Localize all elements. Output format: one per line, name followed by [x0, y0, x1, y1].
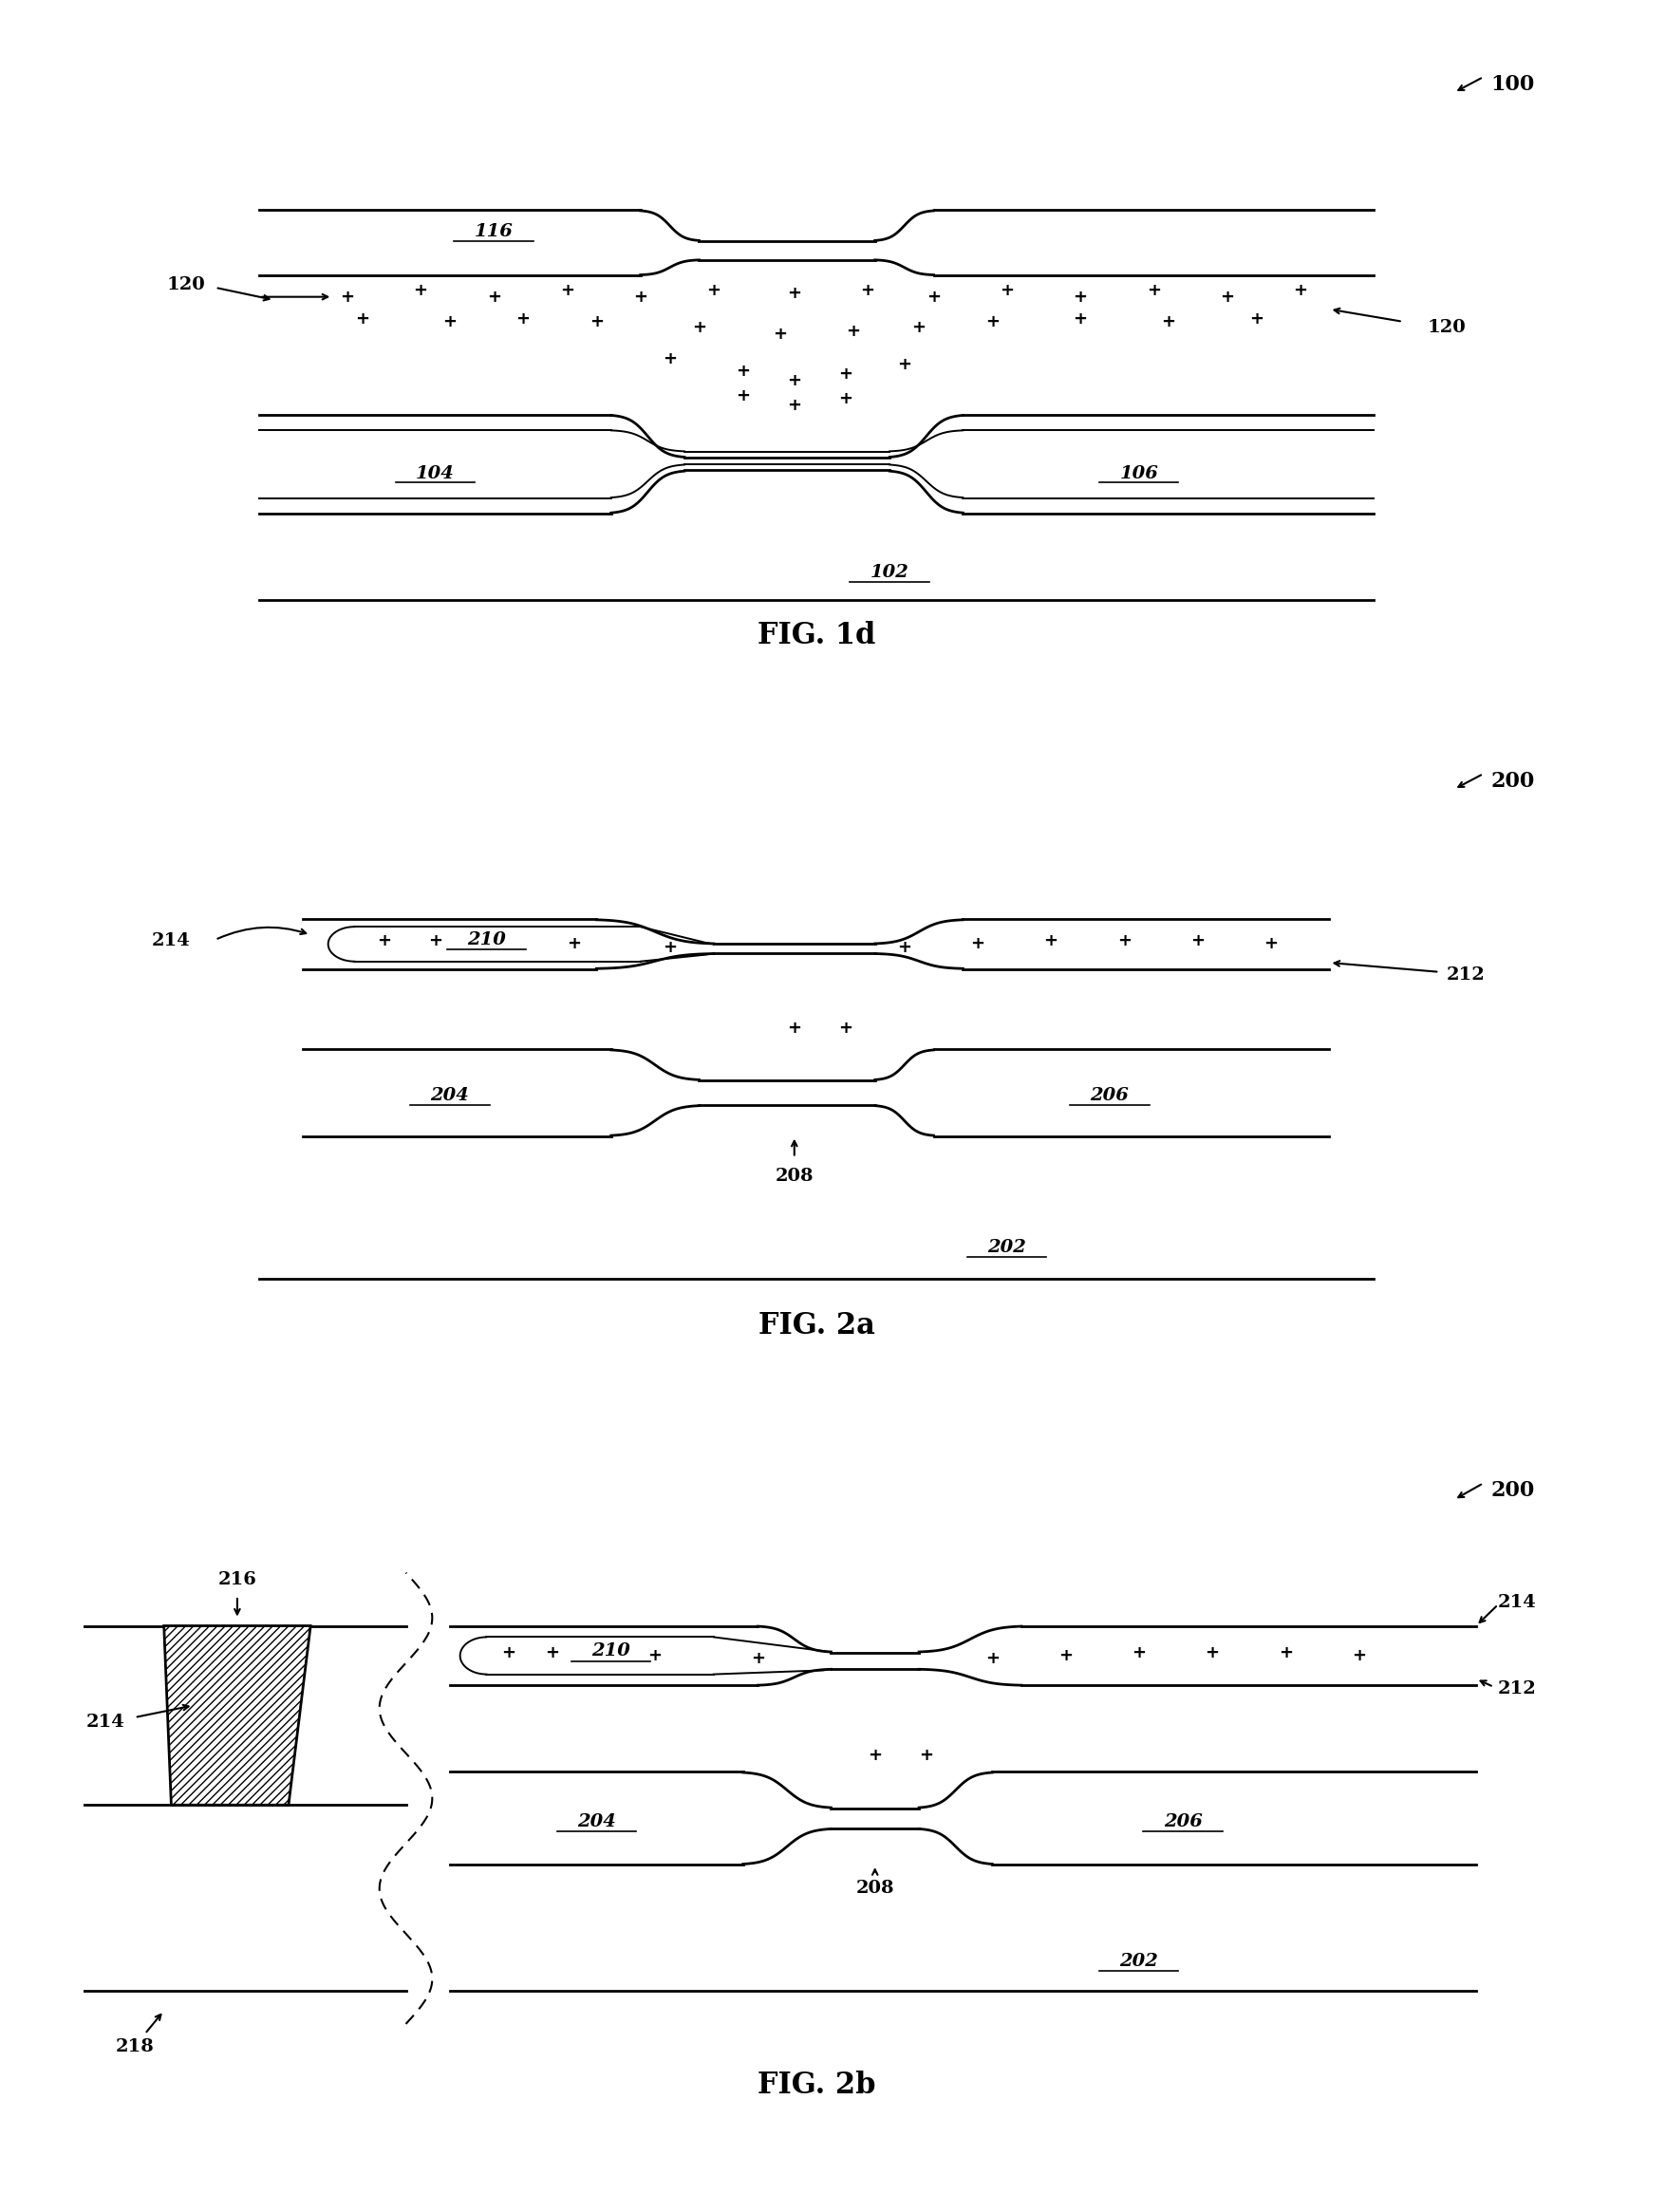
Text: 218: 218	[115, 2039, 153, 2055]
Text: +: +	[428, 933, 441, 949]
Text: +: +	[788, 372, 801, 389]
Text: +: +	[1073, 310, 1088, 327]
Text: +: +	[1264, 936, 1278, 953]
Text: 214: 214	[152, 933, 190, 949]
Text: 200: 200	[1491, 1480, 1534, 1500]
Text: 206: 206	[1163, 1814, 1203, 1829]
Text: +: +	[1058, 1648, 1073, 1663]
Text: +: +	[861, 283, 875, 299]
Text: +: +	[838, 1020, 853, 1035]
Text: 106: 106	[1120, 465, 1158, 482]
Text: +: +	[971, 936, 985, 953]
Text: +: +	[846, 323, 860, 338]
Text: +: +	[1073, 288, 1088, 305]
Text: +: +	[868, 1747, 881, 1763]
Text: +: +	[516, 310, 530, 327]
Text: +: +	[1205, 1644, 1220, 1661]
Text: +: +	[1351, 1648, 1366, 1663]
Text: 214: 214	[1498, 1595, 1536, 1610]
Text: +: +	[663, 349, 676, 367]
Text: +: +	[706, 283, 721, 299]
Text: +: +	[985, 314, 1000, 330]
Text: +: +	[663, 938, 676, 956]
Text: 204: 204	[430, 1088, 470, 1104]
Text: 216: 216	[218, 1571, 257, 1588]
Text: 100: 100	[1491, 73, 1534, 95]
Text: +: +	[911, 319, 926, 336]
Text: FIG. 2a: FIG. 2a	[758, 1312, 875, 1340]
Text: +: +	[377, 933, 392, 949]
Text: +: +	[788, 285, 801, 303]
Text: FIG. 2b: FIG. 2b	[758, 2070, 875, 2101]
Text: +: +	[788, 396, 801, 414]
Text: 202: 202	[988, 1239, 1026, 1256]
Text: +: +	[1000, 283, 1015, 299]
Text: +: +	[838, 365, 853, 383]
Text: +: +	[1146, 283, 1161, 299]
Text: +: +	[691, 319, 706, 336]
Text: +: +	[985, 1650, 1000, 1668]
Text: 208: 208	[775, 1168, 813, 1186]
Text: 104: 104	[416, 465, 455, 482]
Text: +: +	[413, 283, 428, 299]
Text: +: +	[898, 356, 911, 374]
Text: 212: 212	[1498, 1681, 1536, 1697]
Text: +: +	[1045, 933, 1058, 949]
Text: 206: 206	[1090, 1088, 1130, 1104]
Text: 116: 116	[475, 223, 513, 241]
Text: +: +	[838, 392, 853, 407]
Text: +: +	[633, 288, 648, 305]
Text: +: +	[355, 310, 368, 327]
Text: +: +	[751, 1650, 765, 1668]
Text: FIG. 1d: FIG. 1d	[758, 619, 875, 650]
Text: +: +	[920, 1747, 933, 1763]
Text: +: +	[898, 938, 911, 956]
Text: +: +	[773, 325, 786, 343]
Text: +: +	[736, 387, 750, 405]
Text: +: +	[590, 314, 603, 330]
Text: 120: 120	[167, 276, 205, 292]
Text: 208: 208	[856, 1880, 895, 1896]
Text: 204: 204	[576, 1814, 616, 1829]
Text: +: +	[1161, 314, 1175, 330]
Text: 214: 214	[87, 1714, 125, 1730]
Text: 200: 200	[1491, 770, 1534, 792]
Text: +: +	[788, 1020, 801, 1035]
Text: +: +	[501, 1644, 515, 1661]
Text: 102: 102	[870, 564, 910, 582]
Text: +: +	[340, 288, 355, 305]
Polygon shape	[163, 1626, 310, 1805]
Text: 212: 212	[1446, 967, 1486, 984]
Text: 210: 210	[591, 1644, 630, 1659]
Text: +: +	[1293, 283, 1308, 299]
Text: +: +	[926, 288, 941, 305]
Text: 202: 202	[1120, 1953, 1158, 1969]
Text: +: +	[736, 363, 750, 380]
Text: +: +	[1131, 1644, 1146, 1661]
Text: 120: 120	[1428, 319, 1466, 336]
Text: +: +	[545, 1644, 560, 1661]
Text: +: +	[1191, 933, 1205, 949]
Text: +: +	[648, 1648, 661, 1663]
Text: +: +	[1278, 1644, 1293, 1661]
Text: +: +	[486, 288, 501, 305]
Text: +: +	[1250, 310, 1263, 327]
Text: +: +	[568, 936, 581, 953]
Text: +: +	[1118, 933, 1131, 949]
Text: 210: 210	[466, 931, 506, 949]
Text: +: +	[1220, 288, 1235, 305]
Text: +: +	[443, 314, 456, 330]
Text: +: +	[560, 283, 575, 299]
